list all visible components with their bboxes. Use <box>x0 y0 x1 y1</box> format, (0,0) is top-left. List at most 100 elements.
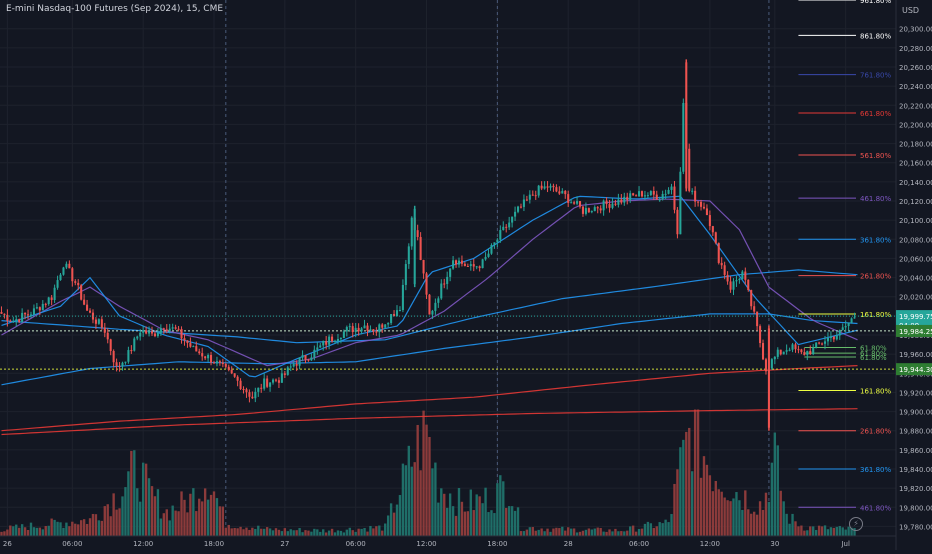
volume-bar <box>614 528 617 536</box>
candle-body <box>434 302 437 311</box>
candle-body <box>156 332 159 337</box>
candle-body <box>747 279 750 291</box>
candle-body <box>505 226 508 228</box>
volume-bar <box>581 530 585 536</box>
volume-bar <box>637 529 641 536</box>
candle-body <box>449 268 452 277</box>
volume-bar <box>257 525 260 536</box>
volume-bar <box>552 528 555 536</box>
volume-bar <box>375 526 378 536</box>
volume-bar <box>183 499 186 536</box>
candle-body <box>419 236 422 260</box>
volume-bar <box>617 531 620 536</box>
volume-bar <box>171 505 174 536</box>
volume-bar <box>472 510 475 536</box>
candle-body <box>410 217 413 247</box>
volume-bar <box>428 436 431 536</box>
volume-bar <box>443 493 446 536</box>
candle-body <box>791 344 794 350</box>
time-tick-label: 06:00 <box>62 540 82 548</box>
candle-body <box>112 350 115 363</box>
price-tick-label: 19,920.00 <box>899 389 932 397</box>
candle-body <box>767 328 770 428</box>
candle-body <box>700 201 703 207</box>
fib-level-label: 61.80% <box>860 350 887 358</box>
price-axis[interactable]: 19,780.00 19,800.00 19,820.00 19,840.00 19,8… <box>895 0 932 550</box>
volume-bar <box>115 509 118 536</box>
candle-body <box>62 267 65 275</box>
candle-body <box>97 319 100 324</box>
candle-body <box>779 349 782 355</box>
time-axis[interactable]: 26 06:00 12:00 18:00 27 06:00 12:00 18:00 28 06:0… <box>0 535 896 548</box>
candle-body <box>124 361 127 363</box>
volume-bar <box>767 501 771 536</box>
candle-body <box>322 341 325 346</box>
candle-body <box>345 327 348 332</box>
candle-body <box>27 314 30 316</box>
candle-body <box>667 189 670 194</box>
candle-body <box>850 318 853 323</box>
time-tick-label: Jul <box>840 540 850 548</box>
price-tick-label: 20,220.00 <box>899 102 932 110</box>
volume-bar <box>446 507 449 536</box>
time-tick-label: 27 <box>280 540 289 548</box>
volume-bar <box>682 439 685 536</box>
price-label-badge <box>896 363 932 376</box>
price-tick-label: 19,860.00 <box>899 447 932 455</box>
candle-body <box>652 191 655 195</box>
fib-level-label: 461.80% <box>860 504 891 512</box>
candle-body <box>773 356 776 360</box>
candle-body <box>100 319 103 328</box>
fib-level-label: 461.80% <box>860 195 891 203</box>
candle-body <box>425 273 428 295</box>
volume-bar <box>413 462 416 536</box>
candle-body <box>643 195 646 197</box>
volume-bar <box>596 527 599 536</box>
candle-body <box>797 349 800 351</box>
candle-body <box>331 336 334 342</box>
chart-title[interactable]: E-mini Nasdaq-100 Futures (Sep 2024), 15… <box>6 4 224 14</box>
volume-bar <box>699 477 703 536</box>
volume-bar <box>18 527 21 536</box>
candle-body <box>714 232 717 244</box>
lightning-icon[interactable]: ⚡ <box>849 517 863 531</box>
candle-body <box>91 312 95 320</box>
candle-body <box>691 190 694 192</box>
volume-bar <box>20 524 24 536</box>
price-tick-label: 20,080.00 <box>899 236 932 244</box>
volume-bar <box>262 528 266 536</box>
candle-body <box>192 346 195 348</box>
volume-bar <box>82 519 86 536</box>
volume-bar <box>330 528 334 536</box>
volume-bar <box>800 525 803 536</box>
volume-bar <box>174 510 177 536</box>
candle-body <box>221 362 224 365</box>
fibonacci-levels[interactable]: 961.80% 861.80% 761.80% 661.80% 561.80% 461.8… <box>798 0 891 512</box>
candle-body <box>537 185 540 196</box>
candle-body <box>38 307 41 311</box>
currency-label[interactable]: USD <box>902 6 920 15</box>
price-tick-label: 20,120.00 <box>899 198 932 206</box>
candle-body <box>638 191 641 197</box>
candle-body <box>753 306 756 312</box>
candle-body <box>12 321 15 323</box>
price-tick-label: 20,040.00 <box>899 275 932 283</box>
time-tick-label: 06:00 <box>629 540 649 548</box>
volume-bar <box>543 531 546 536</box>
candle-body <box>53 287 56 300</box>
candle-body <box>611 203 614 208</box>
volume-bar <box>481 503 484 536</box>
candle-body <box>6 314 9 321</box>
candle-body <box>29 314 33 316</box>
volume-bar <box>218 506 222 536</box>
volume-bar <box>360 528 363 536</box>
price-tick-label: 20,180.00 <box>899 141 932 149</box>
volume-bar <box>835 526 838 536</box>
candle-body <box>452 260 455 269</box>
candle-body <box>71 268 74 282</box>
candle-body <box>511 216 514 223</box>
volume-bar <box>838 525 841 536</box>
candle-body <box>68 263 71 269</box>
